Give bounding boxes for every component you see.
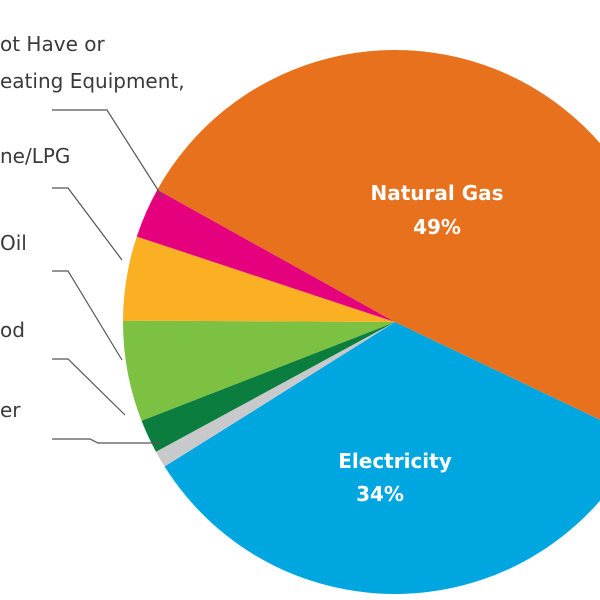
pie-slice-5 bbox=[123, 236, 396, 322]
pie-slice-0 bbox=[157, 50, 600, 420]
pie-slice-6 bbox=[136, 189, 395, 322]
pie-slice-2 bbox=[155, 322, 395, 467]
pie-slice-4 bbox=[123, 320, 395, 421]
leader-line-other bbox=[52, 438, 160, 444]
leader-line-no-heating bbox=[52, 109, 164, 199]
leader-line-wood bbox=[52, 358, 126, 416]
pie-slice-3 bbox=[141, 322, 395, 452]
pie-slice-1 bbox=[164, 322, 600, 594]
label-other: er bbox=[0, 398, 21, 422]
value-electricity: 34% bbox=[356, 482, 404, 506]
label-no-heating-line2: eating Equipment, bbox=[0, 69, 185, 93]
leader-line-fuel-oil bbox=[52, 270, 123, 361]
label-fuel-oil: Oil bbox=[0, 231, 27, 255]
value-natural-gas: 49% bbox=[413, 215, 461, 239]
label-natural-gas: Natural Gas bbox=[370, 181, 503, 205]
label-wood: od bbox=[0, 318, 25, 342]
label-electricity: Electricity bbox=[338, 449, 452, 473]
label-no-heating-line1: ot Have or bbox=[0, 32, 105, 56]
leader-line-propane bbox=[52, 187, 123, 261]
label-propane: ne/LPG bbox=[0, 144, 70, 168]
